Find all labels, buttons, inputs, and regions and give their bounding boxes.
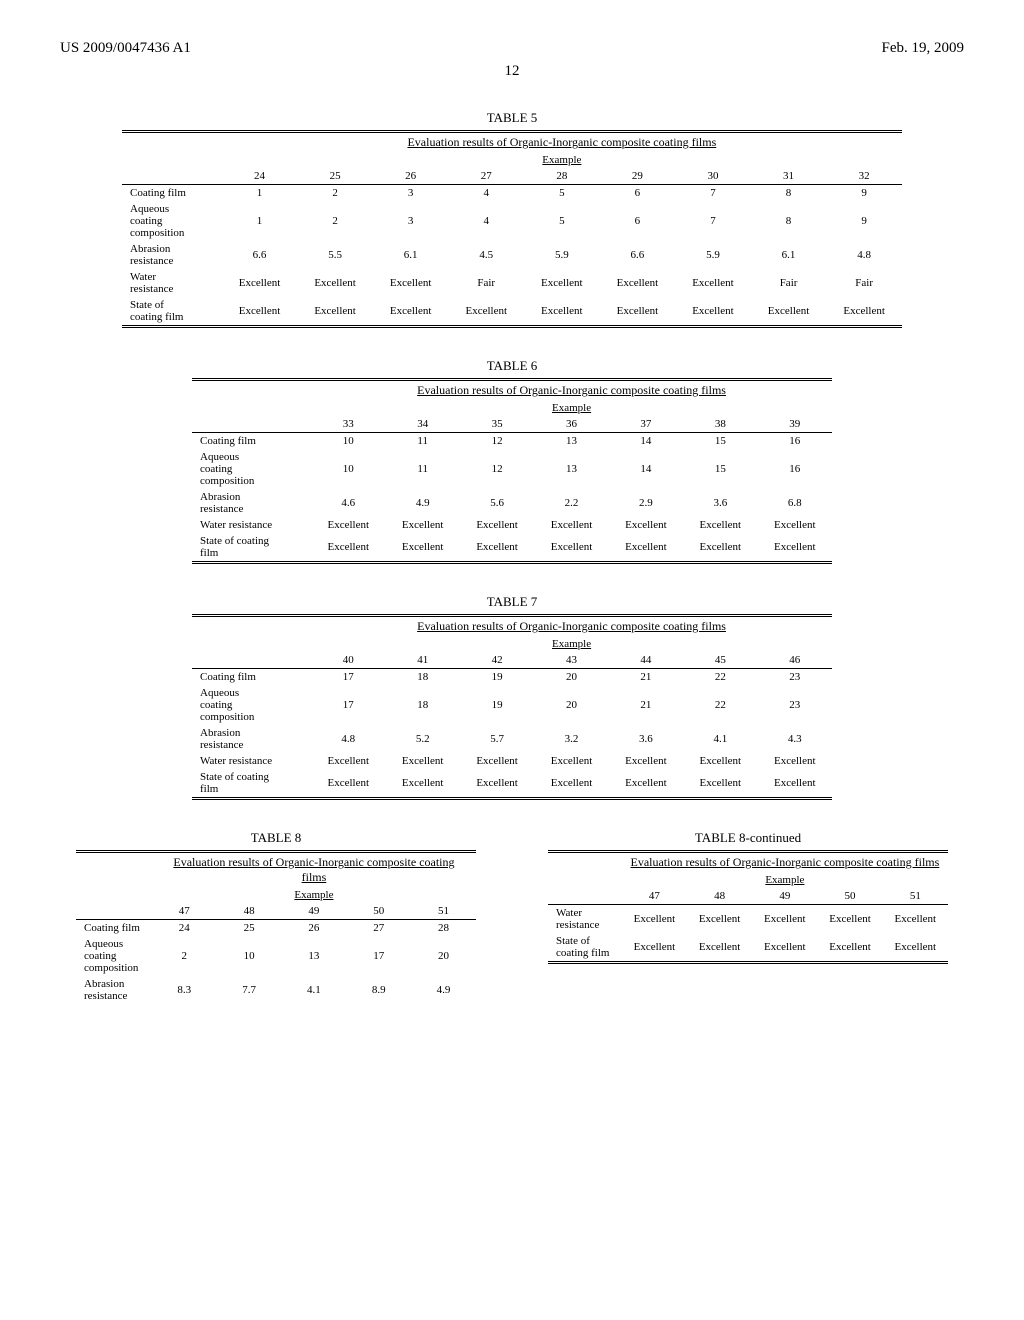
data-table: Evaluation results of Organic-Inorganic … xyxy=(122,130,902,328)
col-header: 31 xyxy=(751,168,827,185)
col-header: 38 xyxy=(683,416,757,433)
col-header: 44 xyxy=(609,652,683,669)
col-header: 30 xyxy=(675,168,751,185)
table-subtitle: Evaluation results of Organic-Inorganic … xyxy=(222,132,902,153)
table-row: Abrasion resistance6.65.56.14.55.96.65.9… xyxy=(122,241,902,269)
table-caption: TABLE 8-continued xyxy=(532,830,964,846)
page-number: 12 xyxy=(60,63,964,80)
table-row: Water resistanceExcellentExcellentExcell… xyxy=(548,905,948,934)
col-header: 48 xyxy=(217,903,282,920)
col-header: 50 xyxy=(346,903,411,920)
col-header: 33 xyxy=(311,416,385,433)
col-header: 43 xyxy=(534,652,608,669)
table-row: State of coating filmExcellentExcellentE… xyxy=(122,297,902,327)
table-caption: TABLE 7 xyxy=(60,594,964,610)
col-header: 32 xyxy=(826,168,902,185)
table-5: TABLE 5 Evaluation results of Organic-In… xyxy=(60,110,964,328)
table-caption: TABLE 6 xyxy=(60,358,964,374)
col-header: 25 xyxy=(297,168,373,185)
table-subtitle: Evaluation results of Organic-Inorganic … xyxy=(311,380,832,401)
table-8-continued: TABLE 8-continued Evaluation results of … xyxy=(532,830,964,1004)
col-header: 36 xyxy=(534,416,608,433)
table-subtitle: Evaluation results of Organic-Inorganic … xyxy=(311,616,832,637)
table-row: Coating film17181920212223 xyxy=(192,669,832,686)
col-header: 40 xyxy=(311,652,385,669)
table-row: Aqueous coating composition1011121314151… xyxy=(192,449,832,489)
col-header: 47 xyxy=(622,888,687,905)
group-label: Example xyxy=(311,636,832,652)
col-header: 46 xyxy=(758,652,832,669)
table-row: Aqueous coating composition1718192021222… xyxy=(192,685,832,725)
col-header: 35 xyxy=(460,416,534,433)
table-row: Aqueous coating composition210131720 xyxy=(76,936,476,976)
table-row: Abrasion resistance4.85.25.73.23.64.14.3 xyxy=(192,725,832,753)
pub-number: US 2009/0047436 A1 xyxy=(60,40,191,57)
col-header: 39 xyxy=(758,416,832,433)
group-label: Example xyxy=(222,152,902,168)
pub-date: Feb. 19, 2009 xyxy=(882,40,965,57)
group-label: Example xyxy=(311,400,832,416)
col-header: 28 xyxy=(524,168,600,185)
data-table: Evaluation results of Organic-Inorganic … xyxy=(76,850,476,1004)
col-header: 34 xyxy=(386,416,460,433)
col-header: 51 xyxy=(883,888,948,905)
col-header: 49 xyxy=(282,903,347,920)
col-header: 29 xyxy=(600,168,676,185)
data-table: Evaluation results of Organic-Inorganic … xyxy=(192,614,832,800)
table-subtitle: Evaluation results of Organic-Inorganic … xyxy=(152,852,476,888)
table-7: TABLE 7 Evaluation results of Organic-In… xyxy=(60,594,964,800)
group-label: Example xyxy=(622,872,948,888)
col-header: 37 xyxy=(609,416,683,433)
table-row: State of coating filmExcellentExcellentE… xyxy=(192,769,832,799)
table-row: Abrasion resistance8.37.74.18.94.9 xyxy=(76,976,476,1004)
col-header: 27 xyxy=(448,168,524,185)
table-subtitle: Evaluation results of Organic-Inorganic … xyxy=(622,852,948,873)
col-header: 49 xyxy=(752,888,817,905)
table-8: TABLE 8 Evaluation results of Organic-In… xyxy=(60,830,492,1004)
table-row: Water resistanceExcellentExcellentExcell… xyxy=(192,517,832,533)
col-header: 45 xyxy=(683,652,757,669)
table-caption: TABLE 5 xyxy=(60,110,964,126)
table-row: Coating film123456789 xyxy=(122,185,902,202)
table-6: TABLE 6 Evaluation results of Organic-In… xyxy=(60,358,964,564)
col-header: 24 xyxy=(222,168,298,185)
col-header: 42 xyxy=(460,652,534,669)
col-header: 26 xyxy=(373,168,449,185)
table-row: Abrasion resistance4.64.95.62.22.93.66.8 xyxy=(192,489,832,517)
col-header: 50 xyxy=(817,888,882,905)
table-row: State of coating filmExcellentExcellentE… xyxy=(548,933,948,963)
table-caption: TABLE 8 xyxy=(60,830,492,846)
col-header: 51 xyxy=(411,903,476,920)
col-header: 48 xyxy=(687,888,752,905)
table-8-columns: TABLE 8 Evaluation results of Organic-In… xyxy=(60,830,964,1034)
table-row: Coating film10111213141516 xyxy=(192,433,832,450)
data-table: Evaluation results of Organic-Inorganic … xyxy=(192,378,832,564)
col-header: 41 xyxy=(386,652,460,669)
data-table: Evaluation results of Organic-Inorganic … xyxy=(548,850,948,964)
table-row: State of coating filmExcellentExcellentE… xyxy=(192,533,832,563)
page-header: US 2009/0047436 A1 Feb. 19, 2009 xyxy=(60,40,964,57)
table-row: Coating film2425262728 xyxy=(76,920,476,937)
group-label: Example xyxy=(152,887,476,903)
table-row: Aqueous coating composition123456789 xyxy=(122,201,902,241)
table-row: Water resistanceExcellentExcellentExcell… xyxy=(192,753,832,769)
table-row: Water resistanceExcellentExcellentExcell… xyxy=(122,269,902,297)
col-header: 47 xyxy=(152,903,217,920)
